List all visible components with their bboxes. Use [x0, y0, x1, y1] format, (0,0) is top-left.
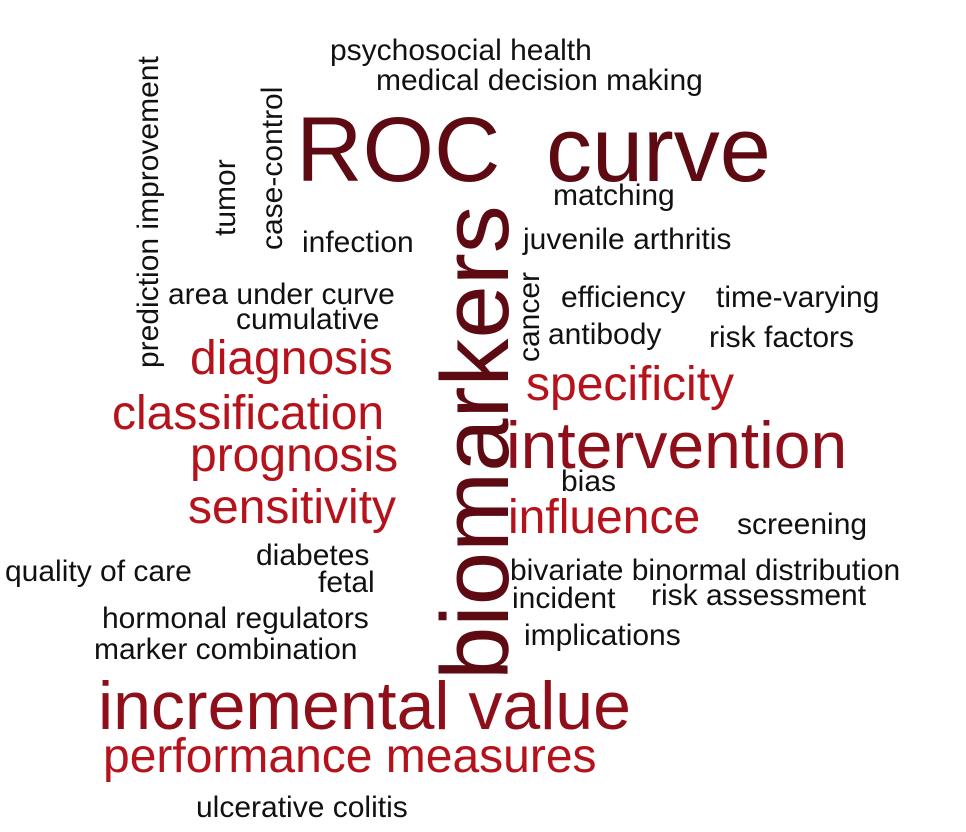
word-incident: incident: [512, 582, 616, 615]
word-classification: classification: [112, 387, 385, 440]
word-ulcerative-colitis: ulcerative colitis: [196, 791, 408, 824]
word-performance-measures: performance measures: [103, 730, 597, 783]
word-intervention: intervention: [506, 408, 848, 482]
word-prognosis: prognosis: [190, 429, 399, 482]
word-risk-assessment: risk assessment: [651, 579, 867, 612]
word-tumor: tumor: [209, 159, 242, 236]
word-bivariate-binormal-distribution: bivariate binormal distribution: [510, 554, 901, 587]
word-curve: curve: [546, 99, 771, 201]
word-risk-factors: risk factors: [709, 321, 855, 354]
word-diagnosis: diagnosis: [190, 332, 393, 385]
word-screening: screening: [737, 508, 868, 541]
word-quality-of-care: quality of care: [5, 555, 192, 588]
word-area-under-curve: area under curve: [168, 278, 395, 311]
word-hormonal-regulators: hormonal regulators: [102, 602, 369, 635]
word-bias: bias: [561, 465, 617, 498]
word-prediction-improvement: prediction improvement: [132, 56, 165, 368]
word-specificity: specificity: [526, 358, 735, 411]
word-time-varying: time-varying: [716, 281, 880, 314]
word-implications: implications: [524, 619, 681, 652]
word-sensitivity: sensitivity: [188, 481, 397, 534]
word-roc: ROC: [296, 99, 501, 201]
word-cancer: cancer: [513, 271, 546, 362]
word-antibody: antibody: [548, 318, 662, 351]
word-infection: infection: [302, 226, 414, 259]
word-medical-decision-making: medical decision making: [376, 64, 703, 97]
word-incremental-value: incremental value: [98, 668, 631, 744]
word-fetal: fetal: [318, 566, 375, 599]
word-cumulative: cumulative: [236, 303, 380, 336]
word-diabetes: diabetes: [256, 539, 370, 572]
word-case-control: case-control: [256, 86, 289, 250]
word-efficiency: efficiency: [561, 281, 686, 314]
word-matching: matching: [553, 179, 675, 212]
word-influence: influence: [508, 491, 701, 544]
word-marker-combination: marker combination: [94, 633, 358, 666]
word-juvenile-arthritis: juvenile arthritis: [523, 223, 732, 256]
word-psychosocial-health: psychosocial health: [330, 34, 592, 67]
